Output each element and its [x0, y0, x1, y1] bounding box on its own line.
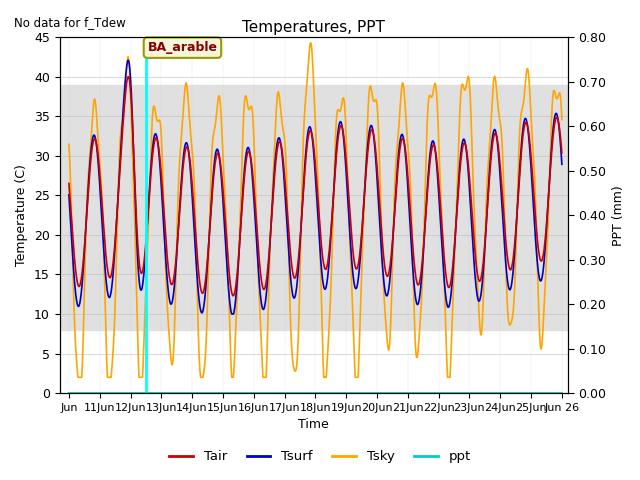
Text: BA_arable: BA_arable — [147, 41, 218, 54]
Text: No data for f_Tdew: No data for f_Tdew — [14, 16, 125, 29]
X-axis label: Time: Time — [298, 419, 329, 432]
Bar — [60, 84, 568, 330]
Legend: Tair, Tsurf, Tsky, ppt: Tair, Tsurf, Tsky, ppt — [164, 445, 476, 468]
Y-axis label: PPT (mm): PPT (mm) — [612, 185, 625, 246]
Y-axis label: Temperature (C): Temperature (C) — [15, 164, 29, 266]
Title: Temperatures, PPT: Temperatures, PPT — [243, 20, 385, 35]
